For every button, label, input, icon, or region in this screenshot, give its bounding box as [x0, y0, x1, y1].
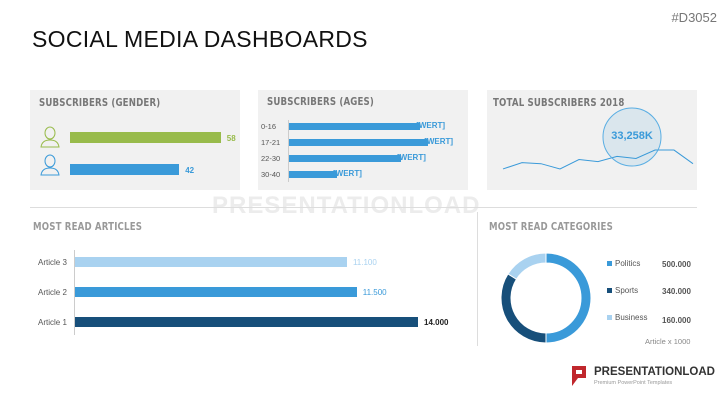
legend-swatch	[607, 288, 612, 293]
legend-swatch	[607, 315, 612, 320]
donut-slice-business	[507, 252, 547, 280]
gender-title: SUBSCRIBERS (GENDER)	[39, 97, 161, 109]
donut-slice-politics	[545, 252, 592, 344]
legend-label: Politics	[615, 259, 641, 268]
legend-label: Sports	[615, 286, 639, 295]
article-value: 11.100	[352, 258, 377, 267]
article-bar	[75, 257, 347, 267]
article-bar	[75, 287, 357, 297]
slide-code: #D3052	[671, 10, 717, 25]
age-label: 0-16	[261, 122, 277, 131]
age-value: [WERT]	[416, 121, 446, 130]
age-bar	[289, 139, 429, 146]
total-panel: TOTAL SUBSCRIBERS 2018 33,258K	[487, 90, 697, 190]
highlight-circle	[602, 107, 662, 167]
age-value: [WERT]	[333, 169, 362, 178]
age-label: 30-40	[261, 170, 281, 179]
brand-logo: PRESENTATIONLOAD Premium PowerPoint Temp…	[570, 364, 715, 393]
watermark-text: PRESENTATIONLOAD	[212, 192, 481, 219]
age-bar	[289, 123, 421, 130]
brand-tagline: Premium PowerPoint Templates	[594, 380, 673, 386]
ages-panel: SUBSCRIBERS (AGES) 0-16 [WERT] 17-21 [WER…	[258, 90, 468, 190]
age-value: [WERT]	[424, 137, 454, 146]
legend-label: Business	[615, 313, 648, 322]
legend-value: 340.000	[662, 287, 691, 296]
female-bar	[70, 132, 221, 143]
age-label: 22-30	[261, 154, 281, 163]
articles-title: MOST READ ARTICLES	[33, 221, 143, 233]
ages-title: SUBSCRIBERS (AGES)	[267, 96, 375, 108]
ages-axis	[288, 120, 289, 182]
legend-swatch	[607, 261, 612, 266]
categories-note: Article x 1000	[645, 337, 691, 346]
logo-icon	[572, 366, 586, 386]
donut-slice-sports	[500, 273, 547, 344]
male-value: 42	[185, 166, 195, 175]
watermark: PRESENTATIONLOAD	[212, 192, 480, 220]
male-icon	[40, 154, 60, 176]
article-bar	[75, 317, 418, 327]
page-title: SOCIAL MEDIA DASHBOARDS	[32, 26, 368, 52]
categories-title: MOST READ CATEGORIES	[489, 221, 613, 233]
legend-value: 160.000	[662, 316, 691, 325]
female-icon	[40, 126, 60, 148]
legend-value: 500.000	[662, 260, 691, 269]
article-value: 14.000	[424, 318, 449, 327]
divider-horizontal	[30, 207, 697, 208]
article-label: Article 3	[38, 258, 67, 267]
age-bar	[289, 171, 337, 178]
article-value: 11.500	[362, 288, 387, 297]
article-label: Article 1	[38, 318, 67, 327]
male-bar	[70, 164, 180, 175]
categories-donut	[500, 252, 592, 344]
age-value: [WERT]	[397, 153, 426, 162]
total-value: 33,258K	[611, 130, 653, 142]
total-title: TOTAL SUBSCRIBERS 2018	[493, 97, 625, 109]
article-label: Article 2	[38, 288, 67, 297]
age-bar	[289, 155, 401, 162]
articles-axis	[74, 250, 75, 335]
gender-panel: SUBSCRIBERS (GENDER) 58 42	[30, 90, 240, 190]
age-label: 17-21	[261, 138, 281, 147]
female-value: 58	[226, 134, 236, 143]
divider-vertical	[477, 212, 478, 346]
brand-name: PRESENTATIONLOAD	[594, 366, 715, 378]
trend-sparkline	[502, 107, 694, 170]
